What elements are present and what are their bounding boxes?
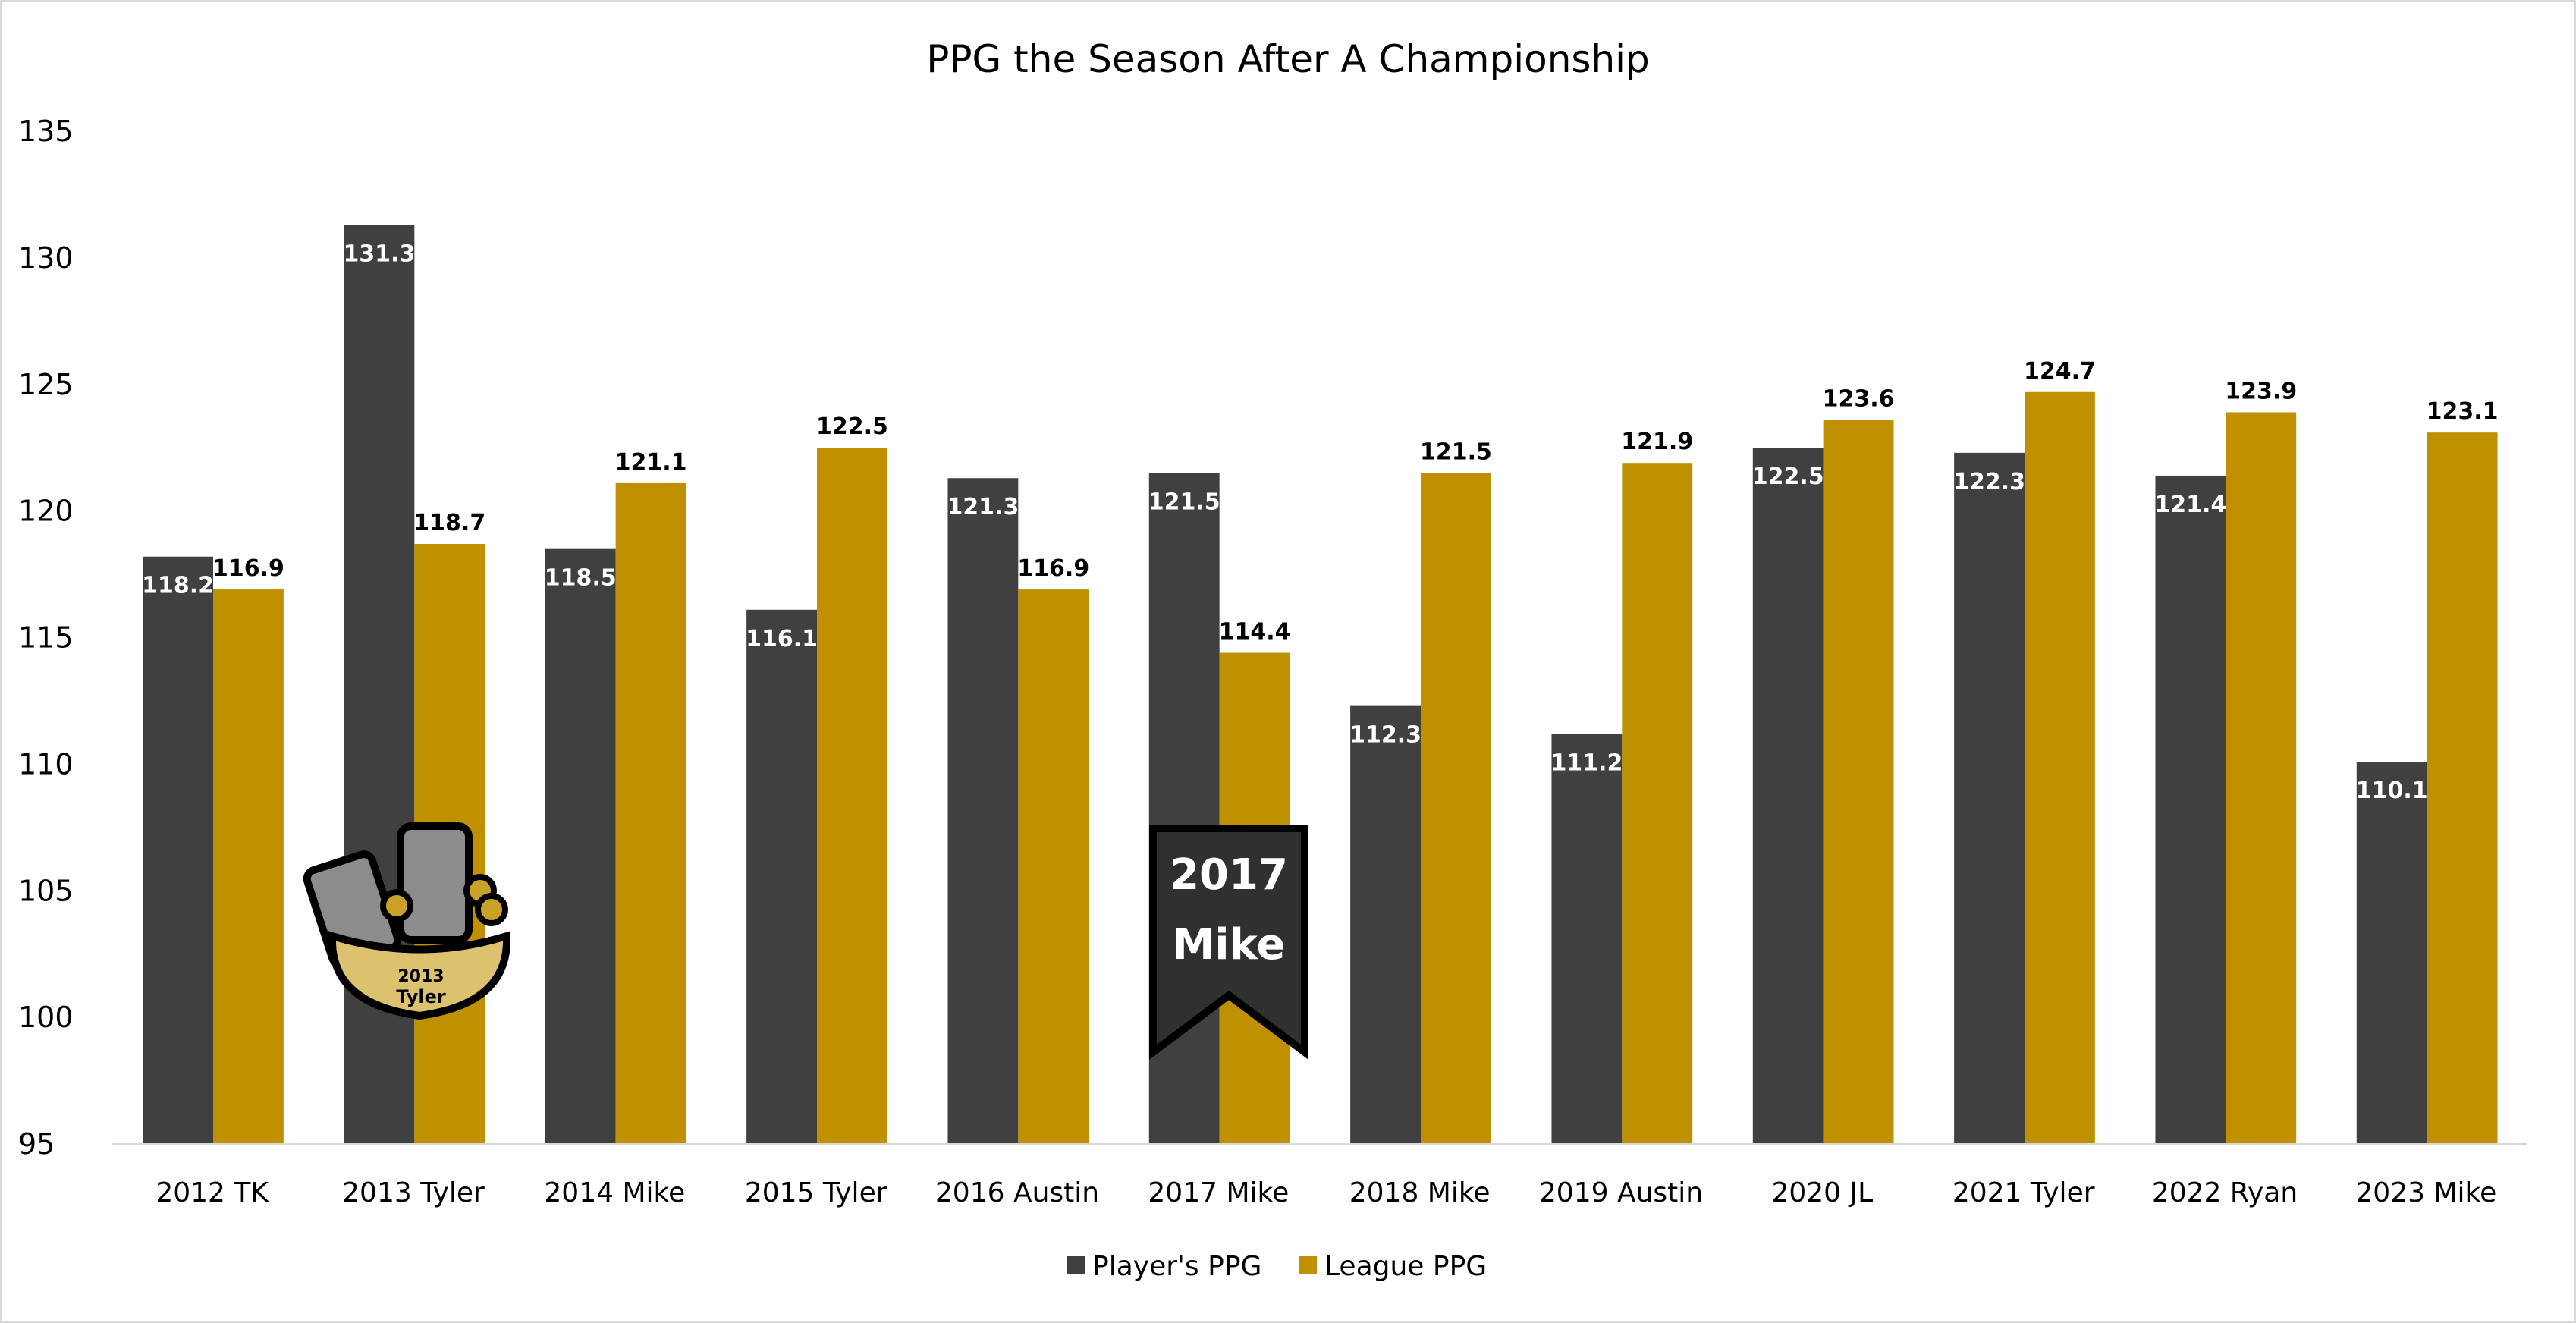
legend-label-player: Player's PPG [1092,1251,1261,1282]
chart-title: PPG the Season After A Championship [926,37,1650,81]
basket-year: 2013 [397,967,444,986]
category-label: 2022 Ryan [2152,1177,2298,1208]
basket-icon: 2013 Tyler [303,822,510,1020]
ribbon-name: Mike [1173,920,1286,969]
ribbon-banner: 2017 Mike [1149,825,1308,1060]
player-ppg-bar [1350,705,1421,1144]
player-ppg-label: 112.3 [1349,722,1422,749]
category-label: 2013 Tyler [342,1177,485,1208]
player-ppg-bar [2356,762,2427,1144]
player-ppg-bar [545,548,616,1144]
player-ppg-label: 122.3 [1953,469,2025,495]
y-tick-label: 125 [18,368,74,401]
league-ppg-label: 124.7 [2024,358,2096,385]
player-ppg-bar [746,609,817,1144]
league-ppg-bar [212,589,284,1144]
player-ppg-bar [1551,734,1623,1144]
category-label: 2015 Tyler [745,1177,887,1208]
legend: Player's PPG League PPG [1067,1251,1487,1282]
y-tick-label: 105 [18,874,74,907]
league-ppg-label: 118.7 [413,510,485,536]
player-ppg-label: 121.3 [947,494,1019,520]
league-ppg-bar [2427,432,2498,1144]
player-ppg-label: 121.4 [2154,492,2226,518]
player-ppg-bar [1752,448,1824,1144]
category-label: 2012 TK [156,1177,269,1208]
player-ppg-label: 131.3 [343,240,415,267]
player-ppg-label: 118.2 [142,573,214,599]
league-ppg-bar [2024,391,2095,1144]
y-tick-label: 95 [18,1127,55,1161]
league-ppg-label: 121.9 [1621,429,1693,455]
category-label: 2020 JL [1771,1177,1873,1208]
y-tick-label: 110 [18,747,74,781]
category-label: 2014 Mike [544,1177,685,1208]
ribbon-year: 2017 [1170,850,1288,900]
league-ppg-label: 122.5 [816,413,888,440]
league-ppg-label: 121.1 [615,449,687,476]
player-ppg-bar [2155,475,2226,1144]
y-tick-label: 130 [18,241,74,275]
player-ppg-bar [143,556,213,1144]
league-ppg-bar [2226,412,2297,1144]
category-label: 2016 Austin [935,1177,1099,1208]
player-ppg-label: 121.5 [1148,489,1220,516]
category-label: 2017 Mike [1148,1177,1289,1208]
league-ppg-label: 116.9 [212,555,284,582]
y-tick-label: 135 [18,115,74,148]
league-ppg-bar [1823,420,1894,1144]
category-label: 2021 Tyler [1952,1177,2095,1208]
y-tick-label: 115 [18,621,74,655]
player-ppg-bar [1954,452,2025,1144]
league-ppg-label: 123.9 [2225,378,2297,404]
league-ppg-label: 123.6 [1823,385,1895,412]
player-ppg-bar [947,478,1019,1144]
league-ppg-label: 114.4 [1219,619,1291,646]
y-tick-label: 120 [18,495,74,528]
player-ppg-label: 110.1 [2356,778,2428,804]
league-ppg-bar [615,482,686,1144]
league-ppg-bar [1420,473,1491,1144]
category-label: 2018 Mike [1349,1177,1491,1208]
category-label: 2023 Mike [2355,1177,2496,1208]
legend-label-league: League PPG [1324,1251,1487,1282]
category-label: 2019 Austin [1539,1177,1703,1208]
league-ppg-label: 123.1 [2427,398,2499,425]
league-ppg-bar [816,448,887,1144]
player-ppg-label: 116.1 [746,626,818,652]
y-tick-label: 100 [18,1001,74,1034]
league-ppg-label: 121.5 [1420,439,1492,466]
legend-swatch-league [1299,1256,1317,1274]
legend-swatch-player [1067,1256,1085,1274]
league-ppg-bar [1018,589,1089,1144]
league-ppg-label: 116.9 [1017,555,1089,582]
league-ppg-bar [1622,463,1693,1144]
player-ppg-label: 111.2 [1550,749,1623,776]
player-ppg-label: 118.5 [545,565,617,592]
basket-name: Tyler [396,986,446,1007]
player-ppg-label: 122.5 [1752,464,1824,490]
